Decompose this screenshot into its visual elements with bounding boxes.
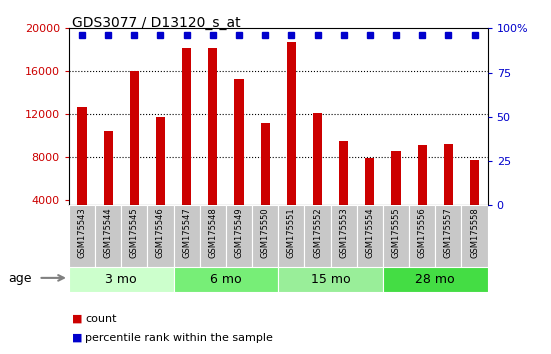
Bar xyxy=(365,158,375,243)
Bar xyxy=(148,205,174,267)
Bar xyxy=(104,131,113,243)
Text: GSM175554: GSM175554 xyxy=(365,207,374,258)
Text: age: age xyxy=(8,272,32,285)
Bar xyxy=(182,48,191,243)
Text: GSM175545: GSM175545 xyxy=(130,207,139,258)
Text: percentile rank within the sample: percentile rank within the sample xyxy=(85,333,273,343)
Bar xyxy=(156,118,165,243)
Text: GSM175556: GSM175556 xyxy=(418,207,426,258)
Bar xyxy=(339,141,348,243)
Bar xyxy=(252,205,278,267)
Text: GSM175543: GSM175543 xyxy=(78,207,87,258)
Bar xyxy=(391,150,401,243)
Bar xyxy=(77,107,87,243)
Text: GSM175550: GSM175550 xyxy=(261,207,269,258)
Bar xyxy=(69,267,174,292)
Text: GDS3077 / D13120_s_at: GDS3077 / D13120_s_at xyxy=(72,16,240,30)
Bar xyxy=(278,205,304,267)
Bar xyxy=(313,113,322,243)
Bar xyxy=(331,205,357,267)
Text: GSM175548: GSM175548 xyxy=(208,207,217,258)
Text: GSM175552: GSM175552 xyxy=(313,207,322,258)
Bar xyxy=(226,205,252,267)
Text: GSM175555: GSM175555 xyxy=(392,207,401,258)
Bar xyxy=(444,144,453,243)
Bar xyxy=(357,205,383,267)
Text: GSM175553: GSM175553 xyxy=(339,207,348,258)
Text: ■: ■ xyxy=(72,333,82,343)
Text: GSM175549: GSM175549 xyxy=(235,207,244,258)
Bar xyxy=(69,205,95,267)
Bar xyxy=(174,205,199,267)
Bar xyxy=(199,205,226,267)
Text: count: count xyxy=(85,314,117,324)
Text: GSM175558: GSM175558 xyxy=(470,207,479,258)
Text: GSM175546: GSM175546 xyxy=(156,207,165,258)
Bar xyxy=(95,205,121,267)
Bar xyxy=(287,42,296,243)
Text: GSM175547: GSM175547 xyxy=(182,207,191,258)
Text: 3 mo: 3 mo xyxy=(105,273,137,286)
Bar xyxy=(208,48,218,243)
Text: 6 mo: 6 mo xyxy=(210,273,242,286)
Bar xyxy=(174,267,278,292)
Bar xyxy=(461,205,488,267)
Bar xyxy=(234,79,244,243)
Bar xyxy=(470,160,479,243)
Bar xyxy=(409,205,435,267)
Bar xyxy=(435,205,462,267)
Bar xyxy=(418,145,427,243)
Text: GSM175544: GSM175544 xyxy=(104,207,112,258)
Bar xyxy=(304,205,331,267)
Bar xyxy=(383,205,409,267)
Bar xyxy=(129,71,139,243)
Bar xyxy=(383,267,488,292)
Bar xyxy=(278,267,383,292)
Bar xyxy=(261,123,270,243)
Text: ■: ■ xyxy=(72,314,82,324)
Bar xyxy=(121,205,147,267)
Text: 15 mo: 15 mo xyxy=(311,273,350,286)
Text: GSM175551: GSM175551 xyxy=(287,207,296,258)
Text: GSM175557: GSM175557 xyxy=(444,207,453,258)
Text: 28 mo: 28 mo xyxy=(415,273,455,286)
